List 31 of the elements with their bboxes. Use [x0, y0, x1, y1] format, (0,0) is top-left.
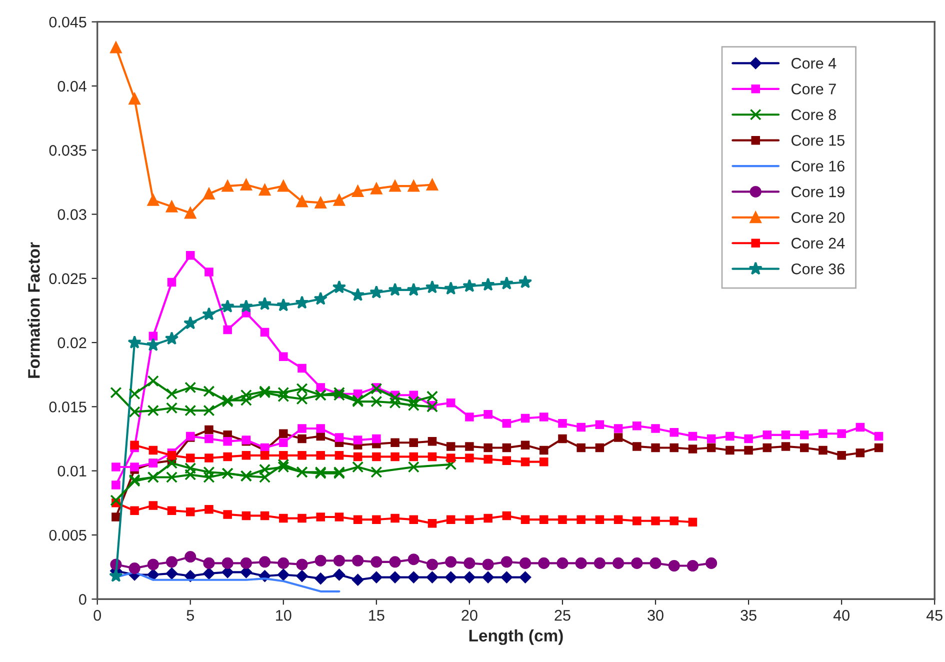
- y-tick-label: 0.005: [49, 530, 86, 541]
- x-tick-label: 20: [462, 610, 478, 621]
- legend-label: Core 36: [792, 264, 844, 274]
- y-axis-title: Formation Factor: [28, 242, 40, 378]
- x-tick-label: 25: [554, 610, 570, 621]
- x-tick-label: 15: [369, 610, 384, 621]
- legend-label: Core 24: [792, 238, 845, 249]
- y-tick-label: 0.035: [49, 144, 86, 156]
- x-tick-label: 40: [833, 610, 850, 621]
- x-tick-label: 10: [276, 610, 292, 621]
- legend-label: Core 19: [792, 186, 844, 198]
- y-tick-label: 0: [79, 594, 86, 605]
- legend-label: Core 15: [792, 135, 844, 146]
- legend-label: Core 20: [792, 212, 845, 223]
- y-tick-label: 0.025: [49, 273, 86, 284]
- y-tick-label: 0.045: [49, 16, 86, 28]
- legend-label: Core 16: [792, 160, 844, 172]
- legend-label: Core 4: [792, 58, 836, 69]
- y-tick-label: 0.04: [58, 80, 86, 92]
- legend-label: Core 7: [792, 84, 836, 94]
- legend-label: Core 8: [792, 109, 836, 120]
- y-tick-label: 0.03: [58, 209, 86, 220]
- x-axis-title: Length (cm): [469, 629, 563, 645]
- x-tick-label: 5: [186, 610, 194, 621]
- x-tick-label: 45: [926, 610, 942, 621]
- y-tick-label: 0.01: [58, 466, 86, 477]
- y-tick-label: 0.02: [58, 337, 86, 348]
- x-tick-label: 30: [648, 610, 664, 621]
- x-tick-label: 35: [740, 610, 756, 621]
- x-tick-label: 0: [94, 610, 101, 621]
- y-tick-label: 0.015: [49, 402, 86, 412]
